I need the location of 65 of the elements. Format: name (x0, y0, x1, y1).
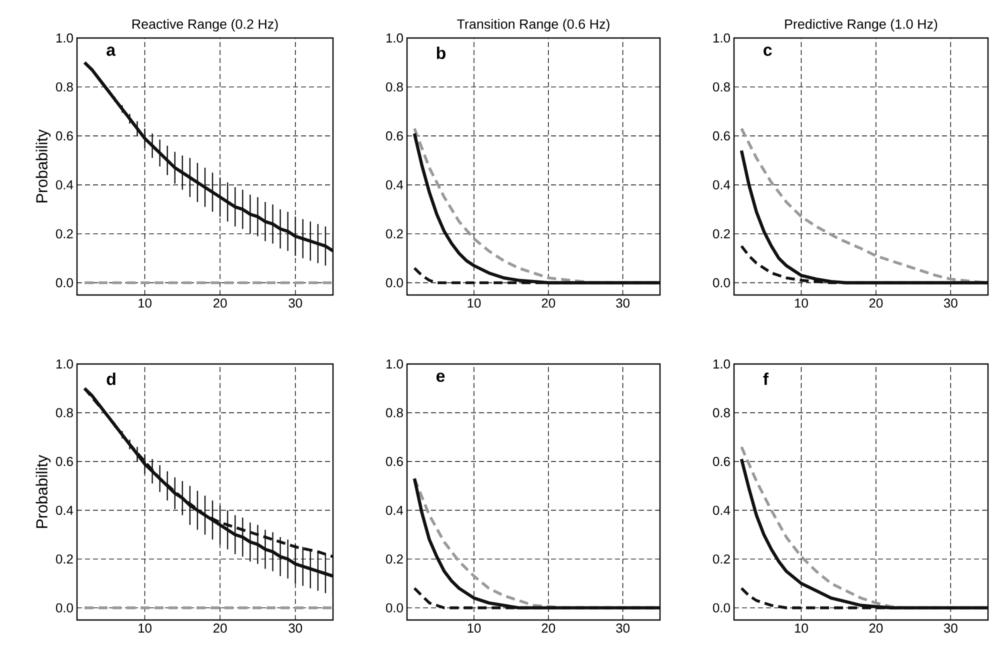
chart-title: Predictive Range (1.0 Hz) (785, 18, 938, 32)
x-tick-label: 10 (795, 624, 808, 633)
annotation: a (106, 46, 116, 56)
x-tick-label: 20 (214, 298, 227, 308)
y-axis-title: Probability (36, 454, 51, 528)
y-tick-label: 0.8 (56, 408, 73, 418)
y-tick-label: 0.2 (386, 229, 403, 238)
x-tick-label: 30 (616, 298, 630, 308)
y-tick-label: 1.0 (386, 33, 403, 43)
y-tick-label: 0.4 (386, 180, 404, 190)
x-tick-label: 10 (468, 624, 481, 633)
y-tick-label: 1.0 (713, 33, 730, 43)
y-tick-label: 0.8 (386, 82, 403, 92)
y-tick-label: 0.4 (56, 506, 74, 515)
y-tick-label: 0.2 (712, 229, 730, 238)
x-tick-label: 10 (468, 298, 481, 308)
annotation: e (436, 372, 445, 382)
x-tick-label: 20 (869, 624, 883, 633)
y-tick-label: 1.0 (56, 359, 73, 369)
y-tick-label: 0.2 (712, 554, 730, 564)
x-tick-label: 30 (288, 298, 302, 308)
y-tick-label: 0.4 (712, 506, 730, 515)
y-tick-label: 0.4 (712, 180, 730, 190)
annotation: c (764, 46, 772, 56)
y-tick-label: 0.6 (712, 456, 730, 466)
x-tick-label: 20 (869, 298, 883, 308)
y-tick-label: 1.0 (56, 33, 73, 43)
chart-title: Transition Range (0.6 Hz) (457, 18, 610, 32)
y-tick-label: 0.0 (386, 603, 403, 612)
x-tick-label: 10 (138, 624, 152, 633)
y-tick-label: 0.0 (56, 603, 73, 612)
x-tick-label: 10 (138, 298, 152, 308)
x-tick-label: 30 (288, 624, 302, 633)
y-axis-title: Probability (36, 129, 51, 202)
y-tick-label: 0.8 (56, 82, 73, 92)
y-tick-label: 0.0 (712, 603, 730, 612)
y-tick-label: 0.6 (56, 456, 73, 466)
annotation: f (763, 372, 769, 385)
y-tick-label: 0.6 (386, 456, 403, 466)
x-tick-label: 20 (542, 624, 556, 633)
x-tick-label: 20 (542, 298, 556, 308)
annotation: b (436, 46, 446, 60)
x-tick-label: 30 (616, 624, 630, 633)
y-tick-label: 0.2 (56, 554, 73, 564)
y-tick-label: 0.4 (386, 506, 404, 515)
annotation: d (106, 372, 116, 386)
y-tick-label: 0.0 (56, 278, 73, 288)
y-tick-label: 0.6 (386, 131, 403, 140)
y-tick-label: 0.2 (56, 229, 73, 238)
y-tick-label: 0.8 (712, 82, 730, 92)
y-tick-label: 0.8 (386, 408, 403, 418)
y-tick-label: 0.6 (712, 131, 730, 140)
x-tick-label: 30 (944, 298, 958, 308)
y-tick-label: 0.0 (386, 278, 403, 288)
y-tick-label: 0.8 (712, 408, 730, 418)
x-tick-label: 30 (944, 624, 958, 633)
y-tick-label: 0.6 (56, 131, 73, 140)
y-tick-label: 1.0 (386, 359, 403, 369)
y-tick-label: 0.4 (56, 180, 74, 190)
y-tick-label: 0.0 (712, 278, 730, 288)
chart-title: Reactive Range (0.2 Hz) (132, 18, 278, 32)
x-tick-label: 10 (795, 298, 808, 308)
x-tick-label: 20 (214, 624, 227, 633)
y-tick-label: 1.0 (713, 359, 730, 369)
y-tick-label: 0.2 (386, 554, 403, 564)
